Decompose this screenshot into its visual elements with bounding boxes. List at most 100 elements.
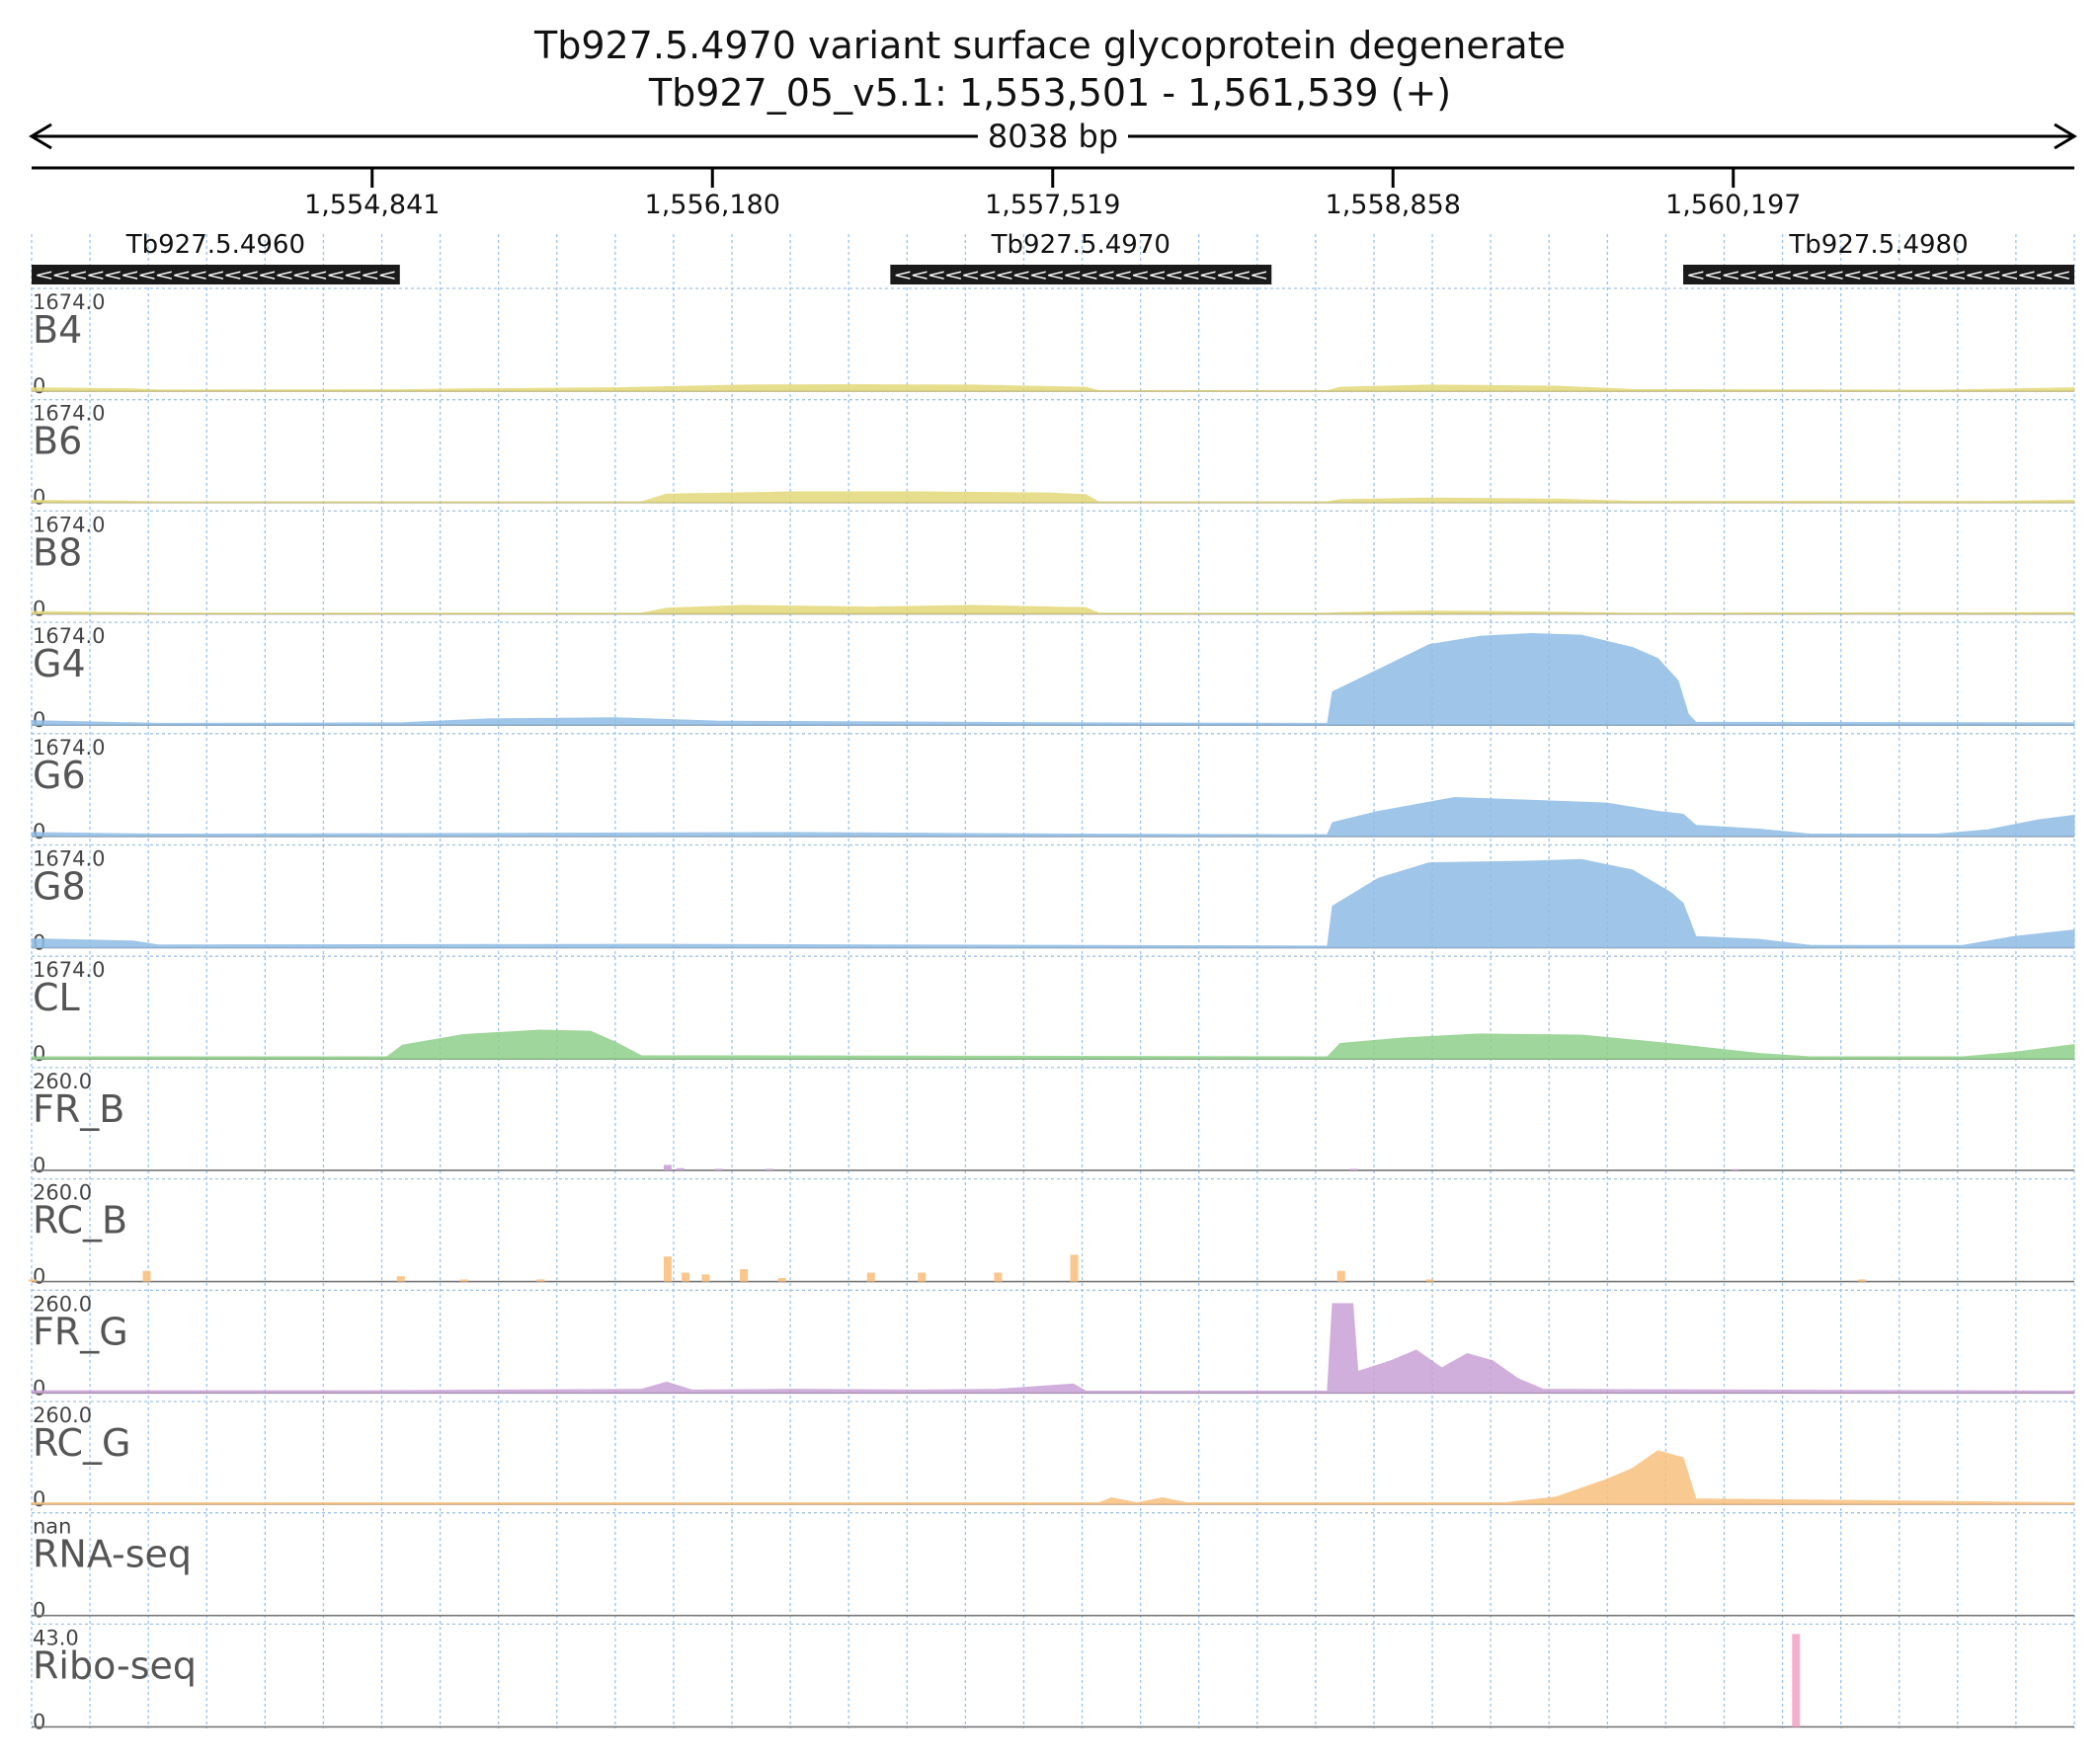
track-B4: 1674.0B4 0 bbox=[31, 287, 2075, 398]
track-zero-label: 0 bbox=[33, 1710, 45, 1733]
track-signal-area bbox=[31, 1450, 2075, 1505]
track-G4: 1674.0G4 0 bbox=[31, 621, 2075, 732]
track-max-label: 1674.0 bbox=[33, 624, 105, 648]
axis-tick-label: 1,557,519 bbox=[985, 190, 1120, 220]
track-G8: 1674.0G80 bbox=[31, 843, 2075, 955]
track-zero-label: 0 bbox=[33, 486, 45, 510]
track-zero-label: 0 bbox=[33, 708, 45, 732]
track-max-label: 260.0 bbox=[33, 1181, 92, 1205]
track-signal-bar bbox=[866, 1272, 875, 1282]
track-max-label: 1674.0 bbox=[33, 847, 105, 871]
gene-label: Tb927.5.4980 bbox=[1788, 230, 1968, 260]
track-signal-bar bbox=[142, 1270, 151, 1282]
gene-feature-Tb927.5.4980 bbox=[1683, 265, 2074, 284]
track-max-label: 260.0 bbox=[33, 1292, 92, 1316]
gene-track: <<<<<<<<<<<<<<<<<<<<< Tb927.5.4960 <<<<<<<… bbox=[32, 230, 2074, 285]
track-signal-area bbox=[31, 604, 2075, 614]
track-signal-bar bbox=[460, 1279, 469, 1282]
span-arrowhead-right bbox=[2054, 122, 2077, 150]
track-name-label: Ribo-seq bbox=[33, 1643, 197, 1687]
figure-title-line1: Tb927.5.4970 variant surface glycoprotei… bbox=[533, 24, 1566, 67]
gene-label: Tb927.5.4960 bbox=[125, 230, 305, 260]
track-name-label: FR_G bbox=[33, 1310, 128, 1353]
track-name-label: G4 bbox=[33, 642, 86, 685]
track-signal-bar bbox=[1858, 1279, 1867, 1282]
track-B8: 1674.0B8 0 bbox=[31, 510, 2075, 620]
track-max-label: 260.0 bbox=[33, 1403, 92, 1427]
track-zero-label: 0 bbox=[33, 597, 45, 620]
track-signal-bar bbox=[1425, 1279, 1434, 1282]
track-name-label: B6 bbox=[33, 420, 82, 463]
track-signal-area bbox=[31, 384, 2075, 392]
track-name-label: RC_G bbox=[33, 1421, 131, 1465]
axis-tick-label: 1,558,858 bbox=[1326, 190, 1461, 220]
track-G6: 1674.0G6 0 bbox=[31, 733, 2075, 843]
axis-tick-label: 1,554,841 bbox=[304, 190, 440, 220]
span-arrow: 8038 bp bbox=[29, 118, 2077, 155]
track-signal-area bbox=[31, 1029, 2075, 1060]
gene-strand-arrows: <<<<<<<<<<<<<<<<<<<<<< bbox=[1687, 266, 2070, 285]
track-signal-bar bbox=[676, 1167, 685, 1170]
track-name-label: B8 bbox=[33, 530, 82, 574]
track-RC_B: 260.0RC_B 0 bbox=[29, 1177, 2074, 1289]
track-zero-label: 0 bbox=[33, 1154, 45, 1177]
track-signal-bar bbox=[1792, 1634, 1801, 1727]
track-B6: 1674.0B6 0 bbox=[31, 399, 2075, 510]
track-signal-bar bbox=[994, 1272, 1003, 1282]
track-FR_B: 260.0FR_B 0 bbox=[32, 1067, 2074, 1177]
track-zero-label: 0 bbox=[33, 1376, 45, 1400]
track-signal-bar bbox=[1336, 1270, 1345, 1282]
track-zero-label: 0 bbox=[33, 1599, 45, 1623]
track-signal-bar bbox=[681, 1272, 689, 1282]
track-signal-area bbox=[31, 796, 2075, 838]
track-signal-bar bbox=[396, 1276, 405, 1282]
span-length-label: 8038 bp bbox=[988, 118, 1118, 155]
axis-ticks: 1,554,841 1,556,180 1,557,519 1,558,858 1,56… bbox=[304, 168, 1801, 220]
track-zero-label: 0 bbox=[33, 820, 45, 843]
axis-tick-label: 1,560,197 bbox=[1665, 190, 1801, 220]
track-name-label: G6 bbox=[33, 754, 86, 797]
track-max-label: 1674.0 bbox=[33, 736, 105, 760]
track-signal-bar bbox=[663, 1256, 672, 1282]
track-max-label: 1674.0 bbox=[33, 402, 105, 426]
gene-feature-Tb927.5.4970 bbox=[890, 265, 1272, 284]
track-name-label: RNA-seq bbox=[33, 1533, 192, 1576]
span-arrowhead-left bbox=[29, 122, 52, 150]
gene-feature-Tb927.5.4960 bbox=[32, 265, 400, 284]
track-signal-bar bbox=[1731, 1168, 1739, 1170]
track-signal-area bbox=[31, 858, 2075, 948]
track-max-label: nan bbox=[33, 1515, 72, 1539]
track-max-label: 1674.0 bbox=[33, 513, 105, 536]
track-signal-bar bbox=[701, 1274, 710, 1282]
track-RC_G: 260.0RC_G 0 bbox=[31, 1401, 2075, 1511]
track-zero-label: 0 bbox=[33, 1042, 45, 1066]
track-CL: 1674.0CL 0 bbox=[31, 955, 2075, 1066]
track-max-label: 43.0 bbox=[33, 1626, 79, 1649]
track-signal-bar bbox=[536, 1279, 545, 1282]
track-signal-bar bbox=[1349, 1168, 1358, 1170]
gene-label: Tb927.5.4970 bbox=[991, 230, 1171, 260]
signal-tracks: 1674.0B401674.0B601674.0B801674.0G401674… bbox=[29, 287, 2075, 1733]
track-name-label: FR_B bbox=[33, 1087, 124, 1131]
track-zero-label: 0 bbox=[33, 1487, 45, 1511]
track-max-label: 1674.0 bbox=[33, 290, 105, 314]
track-signal-area bbox=[31, 632, 2075, 726]
track-signal-bar bbox=[29, 1279, 37, 1282]
track-signal-bar bbox=[765, 1168, 773, 1170]
track-signal-bar bbox=[663, 1164, 672, 1170]
track-FR_G: 260.0FR_G 0 bbox=[31, 1289, 2075, 1400]
track-signal-bar bbox=[918, 1272, 927, 1282]
track-zero-label: 0 bbox=[33, 374, 45, 398]
track-signal-area bbox=[31, 1303, 2075, 1394]
figure-title-line2: Tb927_05_v5.1: 1,553,501 - 1,561,539 (+) bbox=[648, 71, 1451, 115]
track-name-label: G8 bbox=[33, 865, 86, 909]
track-signal-bar bbox=[740, 1268, 749, 1282]
track-max-label: 260.0 bbox=[33, 1070, 92, 1093]
track-signal-bar bbox=[714, 1168, 723, 1170]
track-max-label: 1674.0 bbox=[33, 958, 105, 982]
axis-tick-label: 1,556,180 bbox=[645, 190, 780, 220]
track-signal-bar bbox=[1070, 1254, 1079, 1282]
gene-strand-arrows: <<<<<<<<<<<<<<<<<<<<<< bbox=[894, 266, 1267, 285]
